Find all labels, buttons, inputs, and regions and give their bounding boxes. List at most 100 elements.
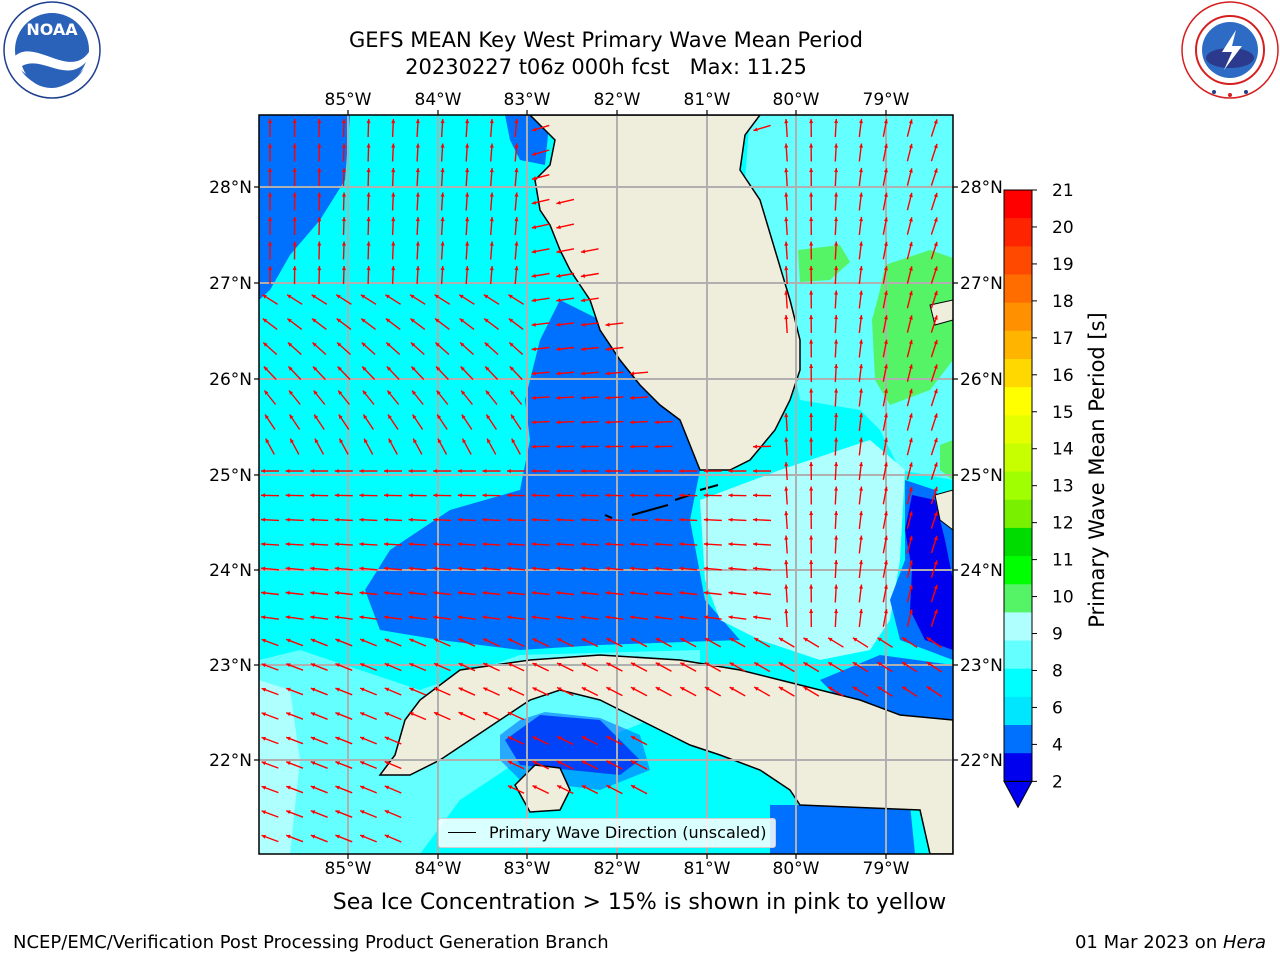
wave-arrow-head [268, 168, 273, 172]
wave-arrow-head [388, 438, 393, 444]
wave-arrow-head [859, 143, 863, 148]
wave-arrow-head [728, 493, 733, 498]
wave-arrow-head [926, 637, 932, 642]
colorbar-segment [1004, 358, 1032, 388]
wave-arrow-head [908, 266, 913, 271]
wave-arrow-head [859, 119, 863, 124]
wave-arrow-head [556, 566, 561, 571]
wave-arrow-head [828, 637, 833, 642]
wave-arrow-head [883, 143, 888, 148]
wave-arrow-head [514, 266, 519, 271]
wave-arrow-head [557, 687, 562, 692]
wave-arrow-head [679, 542, 684, 547]
wave-arrow-head [834, 437, 839, 442]
wave-arrow-head [859, 413, 863, 418]
wave-arrow-head [679, 615, 684, 620]
colorbar-tick-label: 8 [1052, 661, 1063, 681]
wave-arrow-head [434, 294, 439, 299]
wave-arrow-head [310, 810, 316, 815]
wave-arrow-head [883, 217, 888, 222]
wave-arrow-head [877, 662, 882, 666]
wave-arrow-head [784, 143, 789, 148]
footer-credit: NCEP/EMC/Verification Post Processing Pr… [13, 932, 609, 953]
wave-arrow-head [729, 687, 735, 691]
wave-arrow-head [908, 315, 913, 320]
lon-tick-top: 85°W [325, 90, 372, 110]
wave-arrow-head [630, 542, 635, 547]
wave-arrow-head [310, 761, 316, 766]
wave-arrow-head [360, 712, 365, 716]
wave-arrow-head [264, 390, 269, 395]
wave-arrow-head [556, 590, 561, 595]
wave-arrow-head [317, 119, 322, 124]
wave-arrow-head [908, 192, 913, 198]
wave-arrow-head [461, 414, 466, 419]
wave-arrow-head [268, 266, 273, 270]
wave-arrow-head [290, 438, 294, 444]
wave-arrow-head [335, 712, 340, 717]
wave-arrow-head [631, 736, 636, 740]
wave-arrow-head [359, 469, 364, 473]
wave-arrow-head [778, 662, 784, 667]
wave-arrow-head [359, 493, 364, 498]
wave-arrow-head [387, 390, 392, 395]
wave-arrow-head [507, 712, 513, 716]
wave-arrow-head [531, 444, 536, 449]
wave-arrow-head [809, 437, 814, 442]
wave-arrow-head [753, 127, 758, 132]
wave-arrow-head [437, 414, 442, 419]
wave-arrow-head [654, 566, 659, 571]
wave-arrow-head [605, 566, 610, 571]
wave-arrow-head [883, 535, 888, 540]
legend-line-sample [448, 832, 476, 833]
lat-tick-right: 24°N [960, 561, 1003, 581]
wave-arrow-head [703, 517, 708, 522]
wave-arrow-head [465, 119, 470, 124]
wave-arrow-head [531, 395, 536, 400]
wave-arrow-head [908, 437, 913, 443]
wave-arrow-head [902, 637, 907, 642]
wave-arrow-head [514, 119, 519, 124]
wave-arrow-head [482, 493, 487, 498]
wave-arrow-head [412, 414, 417, 419]
wave-arrow-head [285, 566, 290, 571]
wave-arrow-head [465, 217, 470, 222]
wave-arrow-head [605, 395, 610, 400]
wave-arrow-head [261, 590, 266, 595]
wave-arrow-head [317, 192, 322, 197]
wave-arrow-head [908, 241, 913, 247]
colorbar-extend-arrow [1003, 780, 1033, 809]
wave-arrow-head [457, 469, 462, 473]
wave-arrow-head [828, 662, 833, 667]
colorbar-tick-label: 18 [1052, 292, 1074, 312]
wave-arrow-head [580, 298, 586, 303]
wave-arrow-head [654, 590, 659, 595]
noaa-logo-text: NOAA [26, 20, 78, 39]
wave-arrow-head [606, 638, 611, 642]
wave-arrow-head [482, 542, 487, 547]
wave-arrow-head [310, 638, 316, 643]
colorbar-segment [1004, 330, 1032, 360]
wave-arrow-head [335, 736, 340, 741]
wave-arrow-head [580, 420, 585, 425]
wave-arrow-head [859, 437, 863, 442]
wave-arrow-head [883, 609, 888, 614]
wave-arrow-head [883, 192, 888, 197]
lon-tick-bottom: 84°W [415, 859, 462, 879]
wave-arrow-head [834, 192, 839, 197]
colorbar-tick-label: 15 [1052, 403, 1074, 423]
wave-arrow-head [334, 590, 340, 595]
wave-arrow-head [459, 318, 464, 323]
wave-arrow-head [784, 266, 789, 271]
wave-arrow-head [482, 615, 487, 620]
wave-period-field [259, 115, 953, 854]
wave-arrow-head [310, 785, 316, 790]
wave-arrow-head [531, 322, 536, 327]
wave-arrow-head [784, 217, 789, 222]
wave-arrow-head [605, 615, 610, 620]
map-gridlines [259, 115, 953, 854]
wave-arrow-head [459, 294, 464, 299]
wave-arrow-head [457, 566, 462, 571]
wave-arrow-head [933, 119, 938, 124]
wave-arrow-head [412, 390, 417, 395]
